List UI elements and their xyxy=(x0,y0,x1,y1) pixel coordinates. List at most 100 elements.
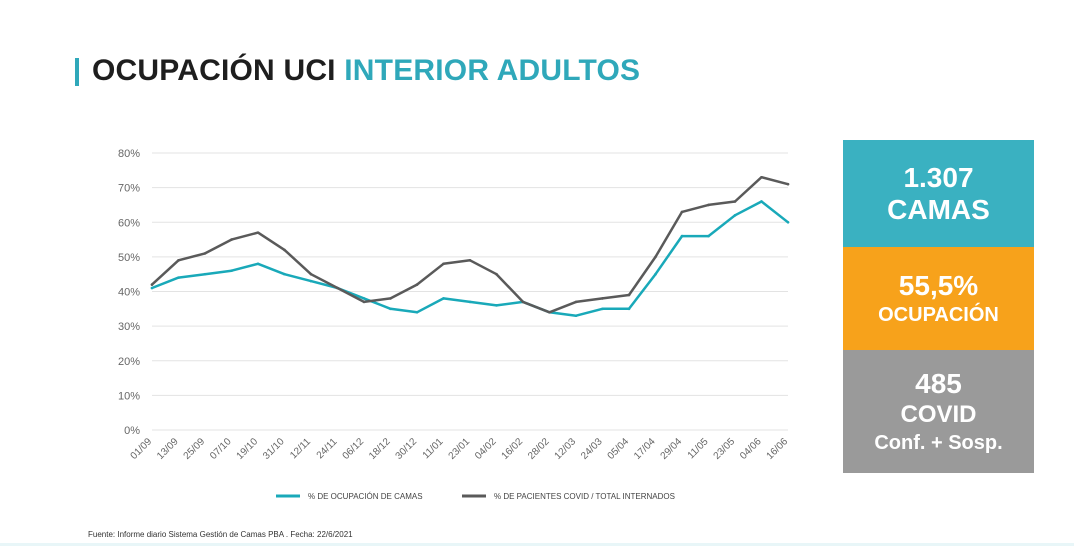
data-point xyxy=(150,283,154,286)
data-point xyxy=(548,310,551,314)
x-tick-label: 23/01 xyxy=(447,436,473,462)
x-tick-label: 13/09 xyxy=(155,436,181,462)
data-point xyxy=(733,214,737,217)
data-point xyxy=(760,175,763,179)
title-accent-bar xyxy=(75,58,79,86)
y-tick-label: 10% xyxy=(118,390,140,402)
y-tick-label: 70% xyxy=(118,183,140,195)
page-title: OCUPACIÓN UCI INTERIOR ADULTOS xyxy=(92,54,640,88)
x-tick-label: 29/04 xyxy=(659,436,685,462)
x-tick-label: 31/10 xyxy=(261,436,287,462)
x-tick-label: 05/04 xyxy=(606,436,632,462)
data-point xyxy=(442,262,445,266)
data-point xyxy=(627,293,631,297)
data-point xyxy=(150,286,154,290)
x-tick-label: 23/05 xyxy=(712,436,738,462)
data-point xyxy=(468,300,472,304)
data-point xyxy=(203,272,207,276)
y-tick-label: 20% xyxy=(118,356,140,368)
data-point xyxy=(309,272,313,276)
data-point xyxy=(442,297,445,300)
x-tick-label: 12/03 xyxy=(553,436,579,462)
title-part-2: INTERIOR ADULTOS xyxy=(344,54,641,87)
x-tick-label: 19/10 xyxy=(235,436,261,462)
data-point xyxy=(336,286,339,290)
data-point xyxy=(283,272,286,276)
data-point xyxy=(362,297,366,300)
series-line-1 xyxy=(150,200,790,317)
x-tick-label: 12/11 xyxy=(288,436,313,461)
data-point xyxy=(786,182,790,186)
data-point xyxy=(468,259,472,262)
x-tick-label: 17/04 xyxy=(632,436,658,462)
source-note: Fuente: Informe diario Sistema Gestión d… xyxy=(88,530,353,539)
x-tick-label: 30/12 xyxy=(394,436,420,462)
x-tick-label: 24/11 xyxy=(315,436,340,461)
kpi-covid-value: 485 xyxy=(915,367,962,399)
kpi-occupancy-value: 55,5% xyxy=(898,269,979,301)
x-tick-label: 11/01 xyxy=(421,436,446,461)
data-point xyxy=(601,307,604,311)
x-tick-label: 28/02 xyxy=(526,436,552,462)
x-tick-label: 25/09 xyxy=(182,436,208,462)
data-point xyxy=(283,248,286,252)
x-tick-label: 16/06 xyxy=(765,436,791,462)
data-point xyxy=(362,300,366,304)
data-point xyxy=(574,300,578,304)
data-point xyxy=(627,307,631,311)
data-point xyxy=(256,231,260,234)
data-point xyxy=(389,307,392,311)
data-point xyxy=(521,300,525,304)
kpi-beds-label: CAMAS xyxy=(887,193,990,225)
data-point xyxy=(495,272,498,276)
data-point xyxy=(707,203,710,207)
data-point xyxy=(415,310,419,314)
y-tick-label: 30% xyxy=(118,321,140,333)
data-point xyxy=(654,255,657,259)
kpi-beds-card: 1.307 CAMAS xyxy=(843,140,1034,247)
y-tick-label: 80% xyxy=(118,148,140,160)
x-tick-label: 18/12 xyxy=(367,436,393,462)
x-tick-label: 16/02 xyxy=(500,436,526,462)
x-tick-label: 07/10 xyxy=(208,436,234,462)
data-point xyxy=(574,314,578,318)
kpi-beds-value: 1.307 xyxy=(903,161,974,193)
y-tick-label: 60% xyxy=(118,217,140,229)
data-point xyxy=(230,269,233,273)
title-part-1: OCUPACIÓN UCI xyxy=(92,54,336,87)
data-point xyxy=(256,262,260,266)
data-point xyxy=(389,297,392,300)
legend-label: % DE OCUPACIÓN DE CAMAS xyxy=(308,492,423,501)
legend-label: % DE PACIENTES COVID / TOTAL INTERNADOS xyxy=(494,492,675,501)
data-point xyxy=(495,304,498,307)
data-point xyxy=(203,252,207,255)
data-point xyxy=(733,200,737,203)
data-point xyxy=(680,234,684,238)
data-point xyxy=(601,297,604,300)
data-point xyxy=(760,200,763,203)
x-tick-label: 11/05 xyxy=(686,436,711,461)
x-tick-label: 04/06 xyxy=(738,436,764,462)
data-point xyxy=(707,234,710,238)
y-tick-label: 40% xyxy=(118,287,140,299)
kpi-covid-label: COVID xyxy=(900,400,977,428)
y-tick-label: 50% xyxy=(118,252,140,264)
data-point xyxy=(654,272,657,276)
series-line-2 xyxy=(150,175,790,314)
data-point xyxy=(230,238,233,241)
x-tick-label: 24/03 xyxy=(579,436,605,462)
bottom-divider xyxy=(0,543,1074,546)
data-point xyxy=(177,276,180,279)
kpi-occupancy-label: OCUPACIÓN xyxy=(878,303,999,326)
data-point xyxy=(177,259,180,262)
data-point xyxy=(680,210,684,214)
kpi-covid-card: 485 COVID Conf. + Sosp. xyxy=(843,350,1034,473)
x-tick-label: 04/02 xyxy=(473,436,499,462)
data-point xyxy=(786,220,790,224)
data-point xyxy=(415,283,419,286)
y-tick-label: 0% xyxy=(124,425,140,437)
x-tick-label: 01/09 xyxy=(129,436,155,462)
kpi-covid-sublabel: Conf. + Sosp. xyxy=(874,431,1003,454)
x-tick-label: 06/12 xyxy=(341,436,367,462)
